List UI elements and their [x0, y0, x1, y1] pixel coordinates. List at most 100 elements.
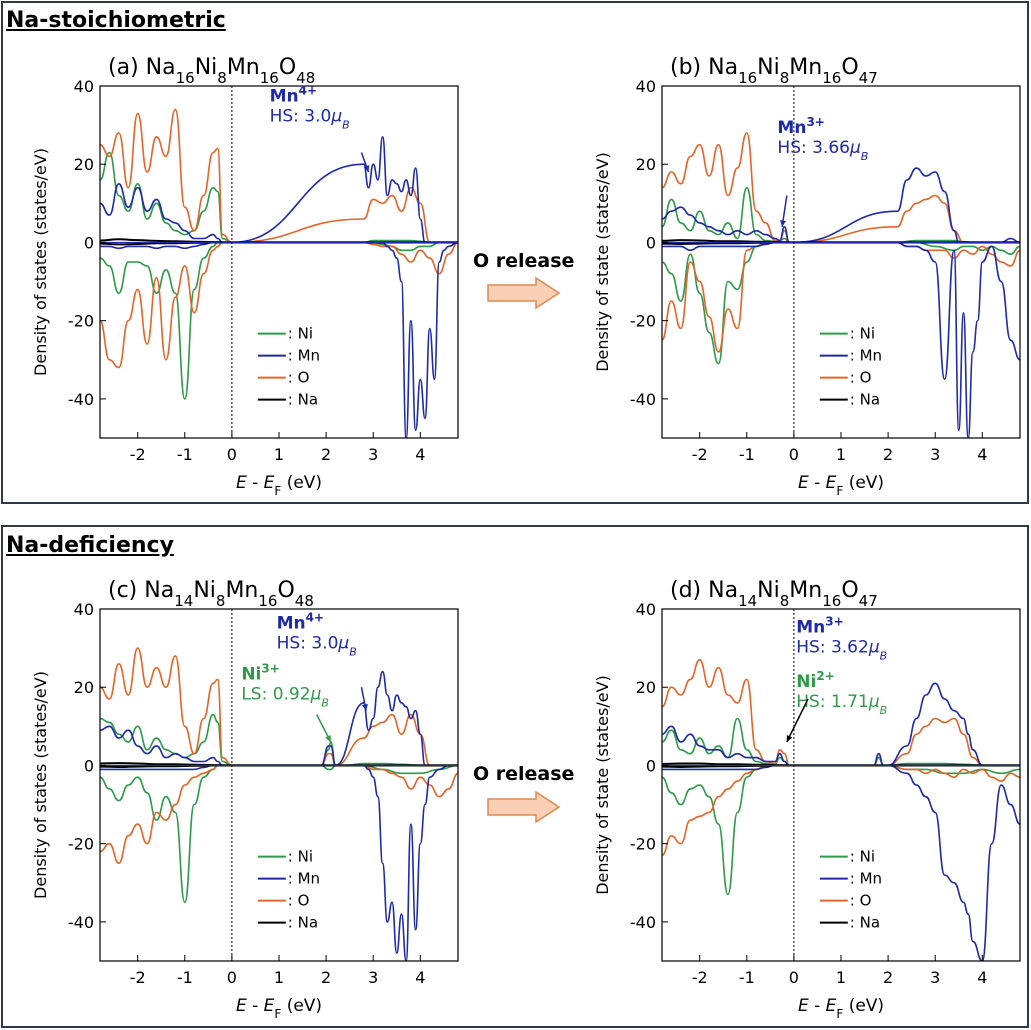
x-tick-label: -1	[177, 968, 193, 987]
y-tick-label: -20	[68, 835, 94, 854]
y-tick-label: 0	[84, 233, 94, 252]
annotation-arrowhead	[780, 220, 787, 227]
annotation-spin-ni: LS: 0.92μB	[241, 684, 329, 709]
section-frame-top	[1, 1, 1029, 504]
x-tick-label: 4	[415, 968, 425, 987]
y-tick-label: 40	[636, 77, 656, 96]
x-tick-label: 3	[930, 445, 940, 464]
o-release-label-bottom: O release	[473, 763, 575, 785]
panel-title-b: (b) Na16Ni8Mn16O47	[670, 55, 878, 87]
series-mn-up-b	[662, 167, 1020, 244]
y-tick-label: 20	[74, 155, 94, 174]
legend-label-ni: : Ni	[850, 848, 875, 866]
legend-label-mn: : Mn	[288, 870, 320, 888]
annotation-ion-mn: Mn3+	[796, 614, 843, 637]
y-tick-label: -20	[68, 312, 94, 331]
y-tick-label: 20	[636, 155, 656, 174]
annotation-arrowhead	[325, 734, 331, 742]
x-tick-label: -2	[130, 968, 146, 987]
o-release-arrow-top	[487, 276, 561, 310]
annotation-spin-mn: HS: 3.62μB	[796, 637, 887, 662]
y-axis-label: Density of state (states/eV)	[593, 675, 612, 895]
annotation-arrowhead	[363, 165, 370, 173]
series-o-down-b	[662, 241, 1020, 353]
annotation-spin-mn: HS: 3.0μB	[277, 634, 357, 659]
x-tick-label: -2	[692, 968, 708, 987]
legend-label-na: : Na	[288, 391, 318, 409]
x-tick-label: 0	[227, 445, 237, 464]
legend-label-ni: : Ni	[850, 325, 875, 343]
x-tick-label: 4	[977, 445, 987, 464]
y-tick-label: 20	[74, 678, 94, 697]
x-tick-label: 1	[836, 445, 846, 464]
series-o-down-a	[100, 241, 458, 369]
y-tick-label: -40	[630, 390, 656, 409]
x-axis-label: E - EF (eV)	[798, 996, 884, 1021]
y-axis-label: Density of states (states/eV)	[31, 671, 50, 899]
panel-title-c: (c) Na14Ni8Mn16O48	[108, 578, 314, 610]
annotation-spin-mn: HS: 3.66μB	[777, 138, 868, 163]
annotation-ion-mn: Mn4+	[270, 84, 317, 107]
x-tick-label: 1	[274, 445, 284, 464]
x-tick-label: 0	[789, 968, 799, 987]
annotation-arrow	[786, 698, 809, 743]
y-tick-label: 0	[646, 233, 656, 252]
dos-chart-d: (d) Na14Ni8Mn16O47 -2 -1 0 1 2 3 4 -40 -20 0 20 40 E …	[593, 578, 1021, 1021]
x-tick-label: 1	[836, 968, 846, 987]
x-tick-label: 2	[883, 968, 893, 987]
panel-title-a: (a) Na16Ni8Mn16O48	[108, 55, 315, 87]
x-tick-label: 0	[227, 968, 237, 987]
y-tick-label: 20	[636, 678, 656, 697]
x-axis-label: E - EF (eV)	[798, 473, 884, 498]
y-tick-label: -20	[630, 835, 656, 854]
x-tick-label: -1	[177, 445, 193, 464]
legend-label-ni: : Ni	[288, 325, 313, 343]
legend-label-na: : Na	[288, 914, 318, 932]
section-frame-bottom	[1, 525, 1029, 1028]
annotation-spin-mn: HS: 3.0μB	[270, 107, 350, 131]
x-axis-label: E - EF (eV)	[236, 473, 322, 498]
x-tick-label: -1	[739, 968, 755, 987]
y-axis-label: Density of state (states/eV)	[593, 152, 612, 372]
legend-label-mn: : Mn	[850, 870, 882, 888]
panel-title-d: (d) Na14Ni8Mn16O47	[670, 578, 878, 610]
x-tick-label: 3	[368, 445, 378, 464]
o-release-arrow-bottom	[487, 790, 561, 824]
x-axis-label: E - EF (eV)	[236, 996, 322, 1021]
y-tick-label: 0	[84, 756, 94, 775]
series-o-up-a	[100, 108, 458, 244]
y-tick-label: 40	[636, 600, 656, 619]
section-title-deficiency: Na-deficiency	[6, 533, 174, 558]
x-tick-label: 4	[977, 968, 987, 987]
series-ni-up-a	[100, 151, 458, 244]
series-ni-down-c	[100, 764, 458, 904]
y-tick-label: -40	[68, 913, 94, 932]
y-tick-label: -20	[630, 312, 656, 331]
section-title-stoichiometric: Na-stoichiometric	[6, 8, 226, 33]
annotation-arrowhead	[786, 734, 793, 742]
legend-label-ni: : Ni	[288, 848, 313, 866]
series-mn-down-d	[662, 764, 1020, 961]
x-tick-label: -2	[130, 445, 146, 464]
y-tick-label: 40	[74, 600, 94, 619]
x-tick-label: 2	[321, 445, 331, 464]
annotation-spin-ni: HS: 1.71μB	[796, 692, 887, 717]
legend-label-o: : O	[288, 892, 310, 910]
x-tick-label: 2	[321, 968, 331, 987]
dos-chart-b: (b) Na16Ni8Mn16O47 -2 -1 0 1 2 3 4 -40 -20 0 20 40 E …	[593, 55, 1021, 498]
y-tick-label: 40	[74, 77, 94, 96]
y-axis-label: Density of states (states/eV)	[31, 148, 50, 376]
series-o-down-d	[662, 764, 1020, 857]
y-tick-label: 0	[646, 756, 656, 775]
x-tick-label: 2	[883, 445, 893, 464]
series-ni-up-b	[662, 186, 1020, 244]
x-tick-label: -2	[692, 445, 708, 464]
series-mn-down-c	[100, 764, 458, 961]
x-tick-label: 4	[415, 445, 425, 464]
series-ni-down-d	[662, 764, 1020, 896]
annotation-ion-ni: Ni3+	[241, 661, 279, 684]
annotation-arrowhead	[361, 703, 368, 711]
dos-chart-c: (c) Na14Ni8Mn16O48 -2 -1 0 1 2 3 4 -40 -20 0 20 40 E …	[31, 578, 459, 1021]
o-release-label-top: O release	[473, 250, 575, 272]
y-tick-label: -40	[68, 390, 94, 409]
